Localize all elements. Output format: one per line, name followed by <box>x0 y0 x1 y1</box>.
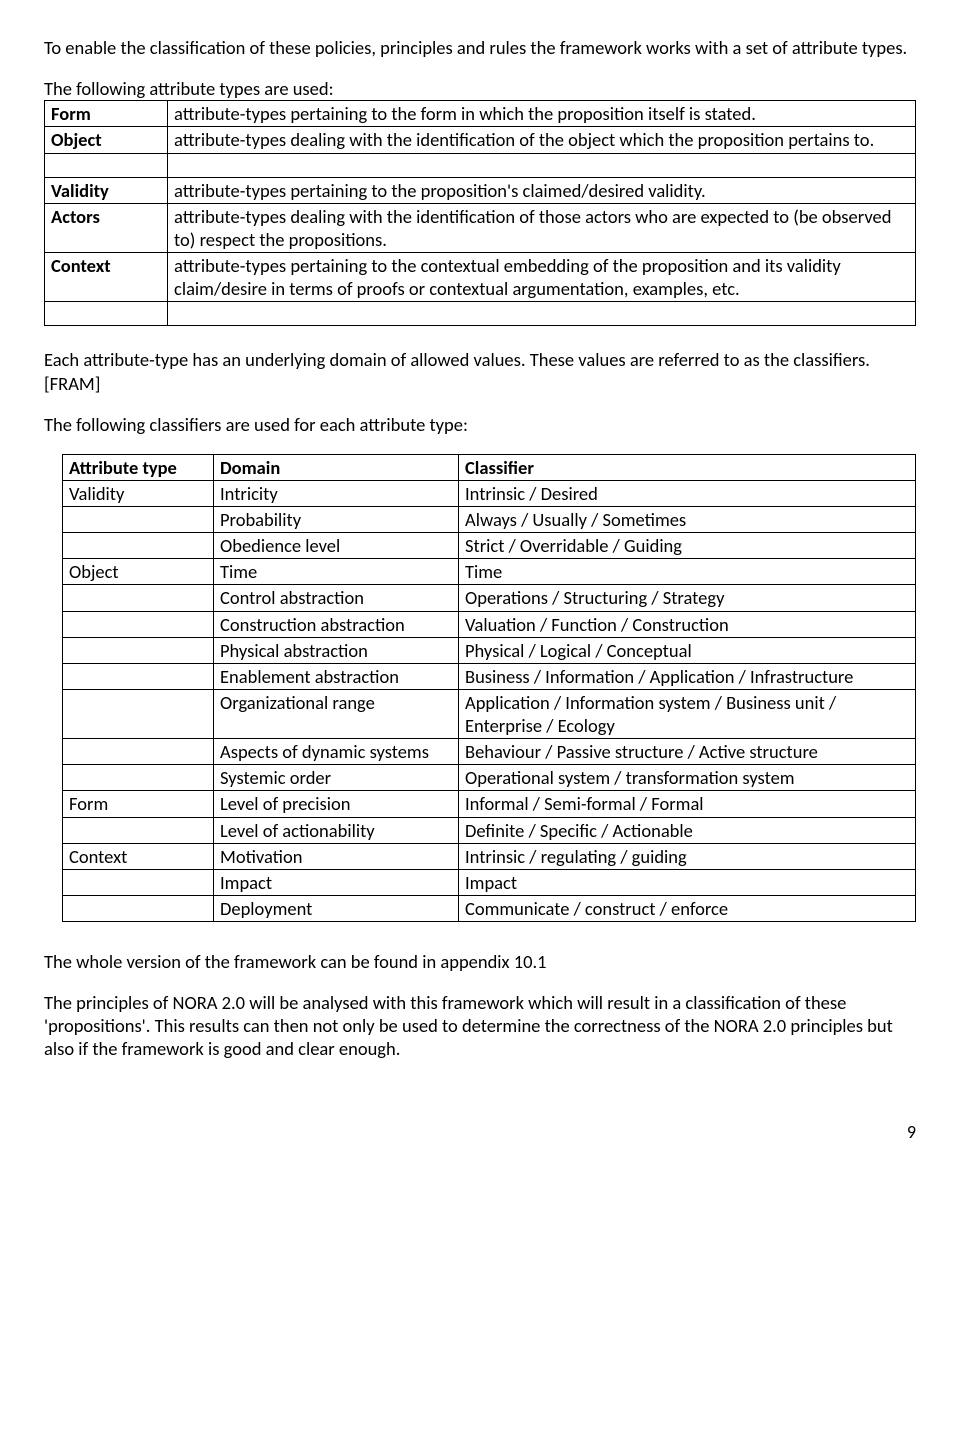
paragraph-intro-1: To enable the classification of these po… <box>44 36 916 59</box>
table-row: DeploymentCommunicate / construct / enfo… <box>63 895 916 921</box>
paragraph-intro-2: The following attribute types are used: <box>44 77 916 100</box>
cell-key: Validity <box>45 177 168 203</box>
table-row: Control abstractionOperations / Structur… <box>63 585 916 611</box>
cell-val: attribute-types pertaining to the form i… <box>168 101 916 127</box>
table-row: Aspects of dynamic systemsBehaviour / Pa… <box>63 739 916 765</box>
col-header: Domain <box>214 454 459 480</box>
table-row: ContextMotivationIntrinsic / regulating … <box>63 843 916 869</box>
table-header-row: Attribute type Domain Classifier <box>63 454 916 480</box>
classifiers-table: Attribute type Domain Classifier Validit… <box>62 454 916 922</box>
col-header: Attribute type <box>63 454 214 480</box>
cell-val: attribute-types dealing with the identif… <box>168 127 916 153</box>
cell-val: attribute-types pertaining to the contex… <box>168 253 916 302</box>
table-row: Contextattribute-types pertaining to the… <box>45 253 916 302</box>
table-row: Level of actionabilityDefinite / Specifi… <box>63 817 916 843</box>
table-row: Physical abstractionPhysical / Logical /… <box>63 637 916 663</box>
page-number: 9 <box>44 1121 916 1144</box>
cell-key: Context <box>45 253 168 302</box>
table-row: Actorsattribute-types dealing with the i… <box>45 203 916 252</box>
table-row: Systemic orderOperational system / trans… <box>63 765 916 791</box>
table-row: Objectattribute-types dealing with the i… <box>45 127 916 153</box>
paragraph-out-1: The whole version of the framework can b… <box>44 950 916 973</box>
table-row: ProbabilityAlways / Usually / Sometimes <box>63 507 916 533</box>
table-row: Enablement abstractionBusiness / Informa… <box>63 663 916 689</box>
cell-key: Actors <box>45 203 168 252</box>
table-row: ImpactImpact <box>63 869 916 895</box>
table-row: ValidityIntricityIntrinsic / Desired <box>63 480 916 506</box>
table-row: ObjectTimeTime <box>63 559 916 585</box>
cell-val: attribute-types dealing with the identif… <box>168 203 916 252</box>
table-row: Obedience levelStrict / Overridable / Gu… <box>63 533 916 559</box>
cell-key: Form <box>45 101 168 127</box>
table-row: Organizational rangeApplication / Inform… <box>63 689 916 738</box>
col-header: Classifier <box>459 454 916 480</box>
attribute-types-table: Formattribute-types pertaining to the fo… <box>44 100 916 326</box>
paragraph-mid-1: Each attribute-type has an underlying do… <box>44 348 916 394</box>
table-row: FormLevel of precisionInformal / Semi-fo… <box>63 791 916 817</box>
paragraph-mid-2: The following classifiers are used for e… <box>44 413 916 436</box>
cell-val: attribute-types pertaining to the propos… <box>168 177 916 203</box>
table-row: Validityattribute-types pertaining to th… <box>45 177 916 203</box>
cell-key: Object <box>45 127 168 153</box>
table-row: Construction abstractionValuation / Func… <box>63 611 916 637</box>
paragraph-out-2: The principles of NORA 2.0 will be analy… <box>44 991 916 1060</box>
table-row: Formattribute-types pertaining to the fo… <box>45 101 916 127</box>
